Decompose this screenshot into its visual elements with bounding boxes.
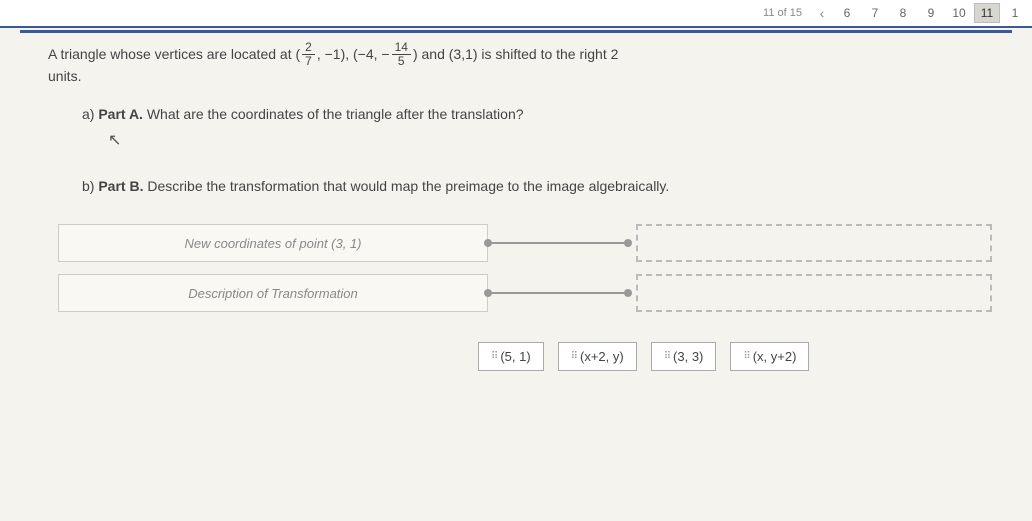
page-10[interactable]: 10 [946, 3, 972, 23]
cursor-icon: ↖ [108, 130, 1002, 150]
problem-mid1: , −1), (−4, − [317, 43, 390, 65]
part-b-prefix: b) [82, 178, 98, 194]
frac1-num: 2 [302, 41, 315, 55]
content-area: A triangle whose vertices are located at… [0, 33, 1032, 371]
fraction-1: 2 7 [302, 41, 315, 68]
page-next-partial[interactable]: 1 [1002, 3, 1028, 23]
connector-1 [488, 242, 628, 244]
frac2-den: 5 [395, 55, 408, 68]
problem-lead: A triangle whose vertices are located at… [48, 43, 300, 65]
chip-x-yplus2[interactable]: ⠿ (x, y+2) [730, 342, 809, 371]
part-b-text: Describe the transformation that would m… [147, 178, 669, 194]
drag-handle-icon: ⠿ [491, 351, 496, 362]
nav-back-button[interactable]: ‹ [812, 3, 832, 23]
part-a: a) Part A. What are the coordinates of t… [82, 106, 1002, 122]
problem-mid2: ) and (3,1) is shifted to the right 2 [413, 43, 618, 65]
drop-target-transform[interactable] [636, 274, 992, 312]
part-b: b) Part B. Describe the transformation t… [82, 178, 1002, 194]
problem-statement: A triangle whose vertices are located at… [48, 41, 1002, 68]
progress-label: 11 of 15 [755, 7, 810, 19]
answer-chips-row: ⠿ (5, 1) ⠿ (x+2, y) ⠿ (3, 3) ⠿ (x, y+2) [478, 342, 1002, 371]
drop-label-transform: Description of Transformation [58, 274, 488, 312]
chip-4-text: (x, y+2) [753, 349, 797, 364]
part-b-bold: Part B. [98, 178, 143, 194]
fraction-2: 14 5 [392, 41, 411, 68]
drop-target-coords[interactable] [636, 224, 992, 262]
page-9[interactable]: 9 [918, 3, 944, 23]
drag-handle-icon: ⠿ [664, 351, 669, 362]
chip-xplus2-y[interactable]: ⠿ (x+2, y) [558, 342, 637, 371]
chip-3-3[interactable]: ⠿ (3, 3) [651, 342, 717, 371]
drag-handle-icon: ⠿ [743, 351, 748, 362]
part-a-bold: Part A. [98, 106, 143, 122]
frac2-num: 14 [392, 41, 411, 55]
connector-2 [488, 292, 628, 294]
chip-2-text: (x+2, y) [580, 349, 624, 364]
page-7[interactable]: 7 [862, 3, 888, 23]
drop-row-2: Description of Transformation [58, 274, 992, 312]
chip-3-text: (3, 3) [673, 349, 703, 364]
drop-label-coords: New coordinates of point (3, 1) [58, 224, 488, 262]
top-nav-bar: 11 of 15 ‹ 6 7 8 9 10 11 1 [0, 0, 1032, 28]
drop-row-1: New coordinates of point (3, 1) [58, 224, 992, 262]
drag-handle-icon: ⠿ [571, 351, 576, 362]
page-8[interactable]: 8 [890, 3, 916, 23]
page-6[interactable]: 6 [834, 3, 860, 23]
chip-1-text: (5, 1) [500, 349, 530, 364]
problem-tail: units. [48, 68, 1002, 84]
frac1-den: 7 [302, 55, 315, 68]
page-11[interactable]: 11 [974, 3, 1000, 23]
drop-area: New coordinates of point (3, 1) Descript… [48, 224, 1002, 312]
chip-5-1[interactable]: ⠿ (5, 1) [478, 342, 544, 371]
part-a-prefix: a) [82, 106, 98, 122]
part-a-text: What are the coordinates of the triangle… [147, 106, 524, 122]
